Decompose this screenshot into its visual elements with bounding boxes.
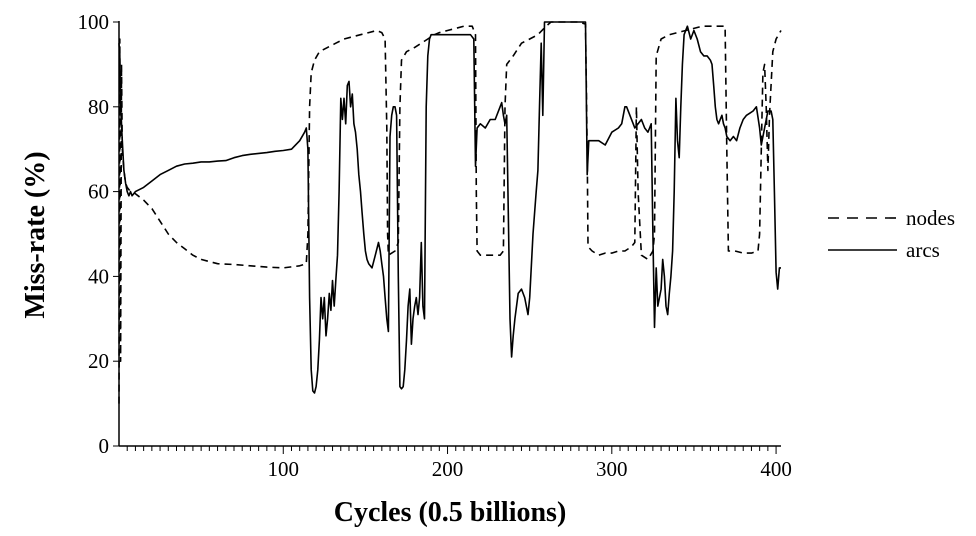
x-axis-title: Cycles (0.5 billions) xyxy=(334,497,567,528)
legend-label-arcs: arcs xyxy=(906,238,940,262)
y-tick-label: 0 xyxy=(99,434,110,458)
series-line-arcs xyxy=(118,21,781,394)
series-layer xyxy=(118,21,782,404)
x-tick-label: 400 xyxy=(760,457,792,481)
y-tick-label: 100 xyxy=(78,10,110,34)
legend: nodes arcs xyxy=(828,206,955,262)
ticks: 100 200 300 400 0 20 40 60 80 100 xyxy=(78,10,792,481)
x-tick-label: 100 xyxy=(268,457,300,481)
series-line-nodes xyxy=(118,21,782,404)
legend-label-nodes: nodes xyxy=(906,206,955,230)
y-axis-title: Miss-rate (%) xyxy=(20,151,51,318)
x-tick-label: 200 xyxy=(432,457,464,481)
y-tick-label: 20 xyxy=(88,349,109,373)
y-tick-label: 40 xyxy=(88,264,109,288)
y-tick-label: 80 xyxy=(88,95,109,119)
y-tick-label: 60 xyxy=(88,180,109,204)
x-tick-label: 300 xyxy=(596,457,628,481)
